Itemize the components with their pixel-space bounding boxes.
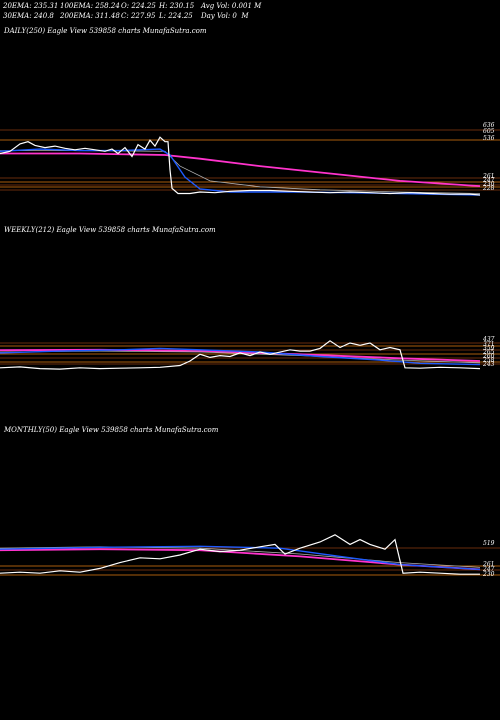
- ema-long-line: [0, 152, 481, 187]
- header-avg-vol: Avg Vol: 0.001 M: [201, 2, 262, 10]
- header-100ema: 100EMA: 258.24: [60, 2, 120, 10]
- level-519-label: 519: [483, 540, 495, 547]
- ema-long-line: [0, 348, 481, 362]
- level-243-label: 243: [482, 361, 495, 368]
- header-30ema: 30EMA: 240.8: [3, 12, 54, 20]
- level-260-label: 260: [482, 353, 495, 360]
- header-close: C: 227.95: [121, 12, 156, 20]
- level-258-label: 258: [482, 357, 495, 364]
- level-230-label: 230: [482, 571, 495, 578]
- monthly-panel-label: MONTHLY(50) Eagle View 539858 charts Mun…: [4, 426, 219, 434]
- level-261-label: 261: [482, 561, 494, 568]
- level-636-label: 636: [483, 122, 495, 129]
- level-437-label: 437: [482, 336, 495, 343]
- level-261-label: 261: [482, 173, 494, 180]
- header-high: H: 230.15: [159, 2, 195, 10]
- header-open: O: 224.25: [121, 2, 156, 10]
- level-228-label: 228: [482, 185, 495, 192]
- daily-panel-label: DAILY(250) Eagle View 539858 charts Muna…: [4, 27, 207, 35]
- price-line: [0, 340, 481, 370]
- header-200ema: 200EMA: 311.48: [60, 12, 120, 20]
- level-247-label: 247: [482, 566, 495, 573]
- header-row-2: 30EMA: 240.8 200EMA: 311.48 C: 227.95 L:…: [3, 12, 249, 60]
- header-low: L: 224.25: [159, 12, 193, 20]
- ema-short-line: [0, 148, 481, 196]
- header-20ema: 20EMA: 235.31: [3, 2, 59, 10]
- level-230-label: 230: [482, 181, 495, 188]
- price-line: [0, 136, 481, 196]
- ema-short-line: [0, 347, 481, 366]
- price-line: [0, 534, 480, 575]
- level-605-label: 605: [483, 128, 495, 135]
- level-247-label: 247: [482, 177, 495, 184]
- level-371-label: 371: [483, 341, 494, 348]
- header-row-1: 20EMA: 235.31 100EMA: 258.24 O: 224.25 H…: [3, 2, 261, 50]
- level-536-label: 536: [483, 135, 495, 142]
- ema-short-line: [0, 545, 481, 571]
- level-359-label: 359: [483, 345, 495, 352]
- header-day-vol: Day Vol: 0 M: [201, 12, 249, 20]
- level-265-label: 265: [482, 349, 495, 356]
- weekly-panel-label: WEEKLY(212) Eagle View 539858 charts Mun…: [4, 226, 216, 234]
